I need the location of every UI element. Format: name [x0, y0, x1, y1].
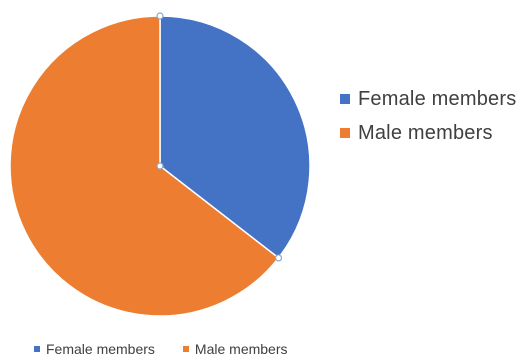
bottom-legend-item-male: Male members	[182, 341, 288, 357]
pie-slice-female-members	[159, 15, 311, 259]
legend-item-female: Female members	[340, 82, 516, 116]
selection-handle[interactable]	[156, 12, 164, 20]
bottom-legend-label-male: Male members	[194, 341, 288, 357]
bottom-legend-swatch-male	[182, 346, 189, 352]
legend-label-female: Female members	[358, 87, 517, 110]
selection-handle[interactable]	[156, 162, 164, 170]
legend-bottom: Female members Male members	[34, 341, 316, 357]
legend-swatch-male	[340, 128, 350, 138]
legend-item-male: Male members	[340, 116, 516, 150]
bottom-legend-swatch-female	[34, 346, 40, 352]
selection-handle[interactable]	[274, 254, 283, 262]
legend-label-male: Male members	[358, 121, 493, 144]
bottom-legend-label-female: Female members	[46, 341, 155, 357]
legend-right: Female members Male members	[340, 82, 516, 150]
legend-swatch-female	[340, 94, 350, 104]
bottom-legend-item-female: Female members	[34, 341, 155, 357]
pie-slice-male-members	[9, 15, 280, 317]
